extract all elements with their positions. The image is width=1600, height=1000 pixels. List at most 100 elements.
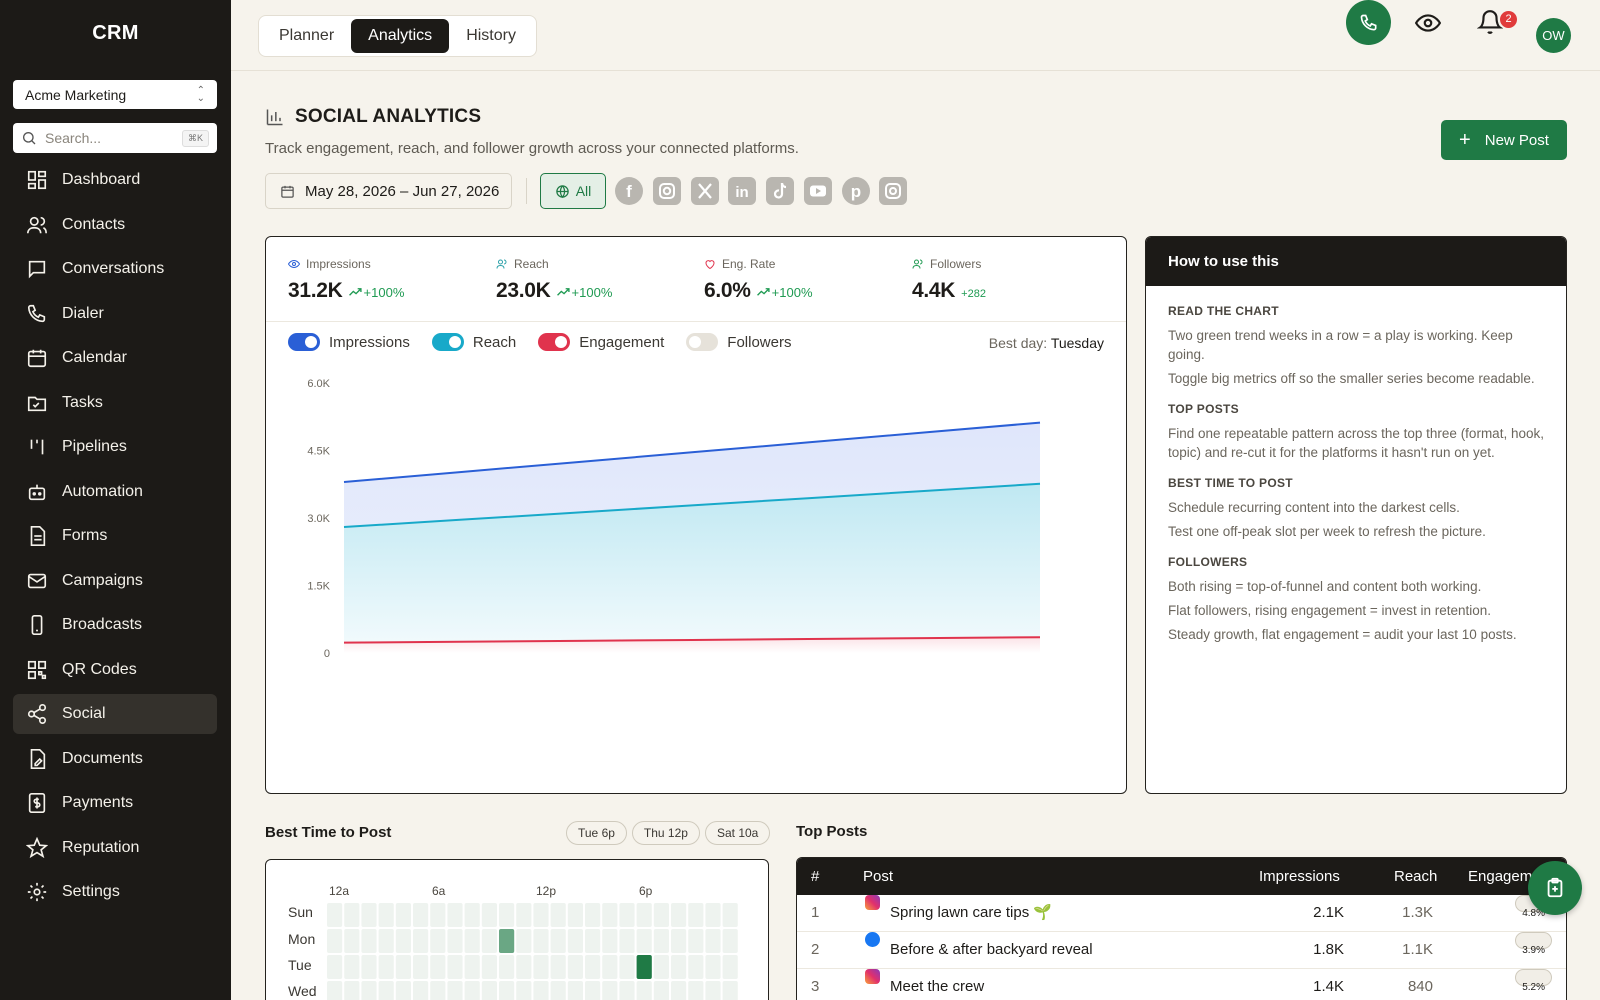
heatmap-cell[interactable] <box>602 955 618 979</box>
heatmap-cell[interactable] <box>550 955 566 979</box>
heatmap-cell[interactable] <box>413 929 429 953</box>
toggle-impressions[interactable]: Impressions <box>288 333 410 351</box>
row-post-title[interactable]: Meet the crew <box>890 978 985 995</box>
heatmap-cell[interactable] <box>671 903 687 927</box>
heatmap-cell[interactable] <box>671 955 687 979</box>
sidebar-item-dialer[interactable]: Dialer <box>13 294 217 334</box>
heatmap-cell[interactable] <box>653 955 669 979</box>
clipboard-add-button[interactable] <box>1528 861 1582 915</box>
heatmap-cell[interactable] <box>602 929 618 953</box>
platform-filter-tiktok[interactable] <box>766 177 794 205</box>
sidebar-item-campaigns[interactable]: Campaigns <box>13 561 217 601</box>
heatmap-cell[interactable] <box>705 981 721 1000</box>
sidebar-item-tasks[interactable]: Tasks <box>13 383 217 423</box>
sidebar-item-pipelines[interactable]: Pipelines <box>13 427 217 467</box>
platform-filter-facebook[interactable]: f <box>615 177 643 205</box>
heatmap-cell[interactable] <box>516 981 532 1000</box>
platform-filter-all[interactable]: All <box>540 173 606 209</box>
heatmap-cell[interactable] <box>533 929 549 953</box>
table-row[interactable]: 2 Before & after backyard reveal 1.8K 1.1K 3… <box>797 932 1566 969</box>
heatmap-cell[interactable] <box>481 903 497 927</box>
heatmap-cell[interactable] <box>481 955 497 979</box>
heatmap-cell[interactable] <box>361 981 377 1000</box>
new-post-button[interactable]: + New Post <box>1441 120 1567 160</box>
heatmap-cell[interactable] <box>722 929 738 953</box>
heatmap-cell[interactable] <box>516 903 532 927</box>
heatmap-cell[interactable] <box>481 929 497 953</box>
heatmap-cell[interactable] <box>395 955 411 979</box>
heatmap-cell[interactable] <box>653 903 669 927</box>
sidebar-item-documents[interactable]: Documents <box>13 739 217 779</box>
heatmap-cell[interactable] <box>722 955 738 979</box>
heatmap-cell[interactable] <box>636 903 652 927</box>
search-input[interactable]: Search... ⌘K <box>13 123 217 153</box>
heatmap-cell[interactable] <box>653 981 669 1000</box>
heatmap-cell[interactable] <box>585 955 601 979</box>
heatmap-cell[interactable] <box>447 955 463 979</box>
heatmap-cell[interactable] <box>361 903 377 927</box>
sidebar-item-contacts[interactable]: Contacts <box>13 205 217 245</box>
heatmap-cell[interactable] <box>344 903 360 927</box>
heatmap-cell[interactable] <box>585 981 601 1000</box>
heatmap-cell[interactable] <box>327 903 343 927</box>
org-select[interactable]: Acme Marketing ⌃ ⌄ <box>13 80 217 109</box>
heatmap-cell[interactable] <box>567 903 583 927</box>
tab-analytics[interactable]: Analytics <box>351 19 450 53</box>
heatmap-cell[interactable] <box>378 955 394 979</box>
heatmap-cell[interactable] <box>585 929 601 953</box>
sidebar-item-qr-codes[interactable]: QR Codes <box>13 650 217 690</box>
heatmap-cell[interactable] <box>430 929 446 953</box>
toggle-switch[interactable] <box>288 333 320 351</box>
heatmap-cell[interactable] <box>361 929 377 953</box>
sidebar-item-calendar[interactable]: Calendar <box>13 338 217 378</box>
heatmap-cell[interactable] <box>619 903 635 927</box>
heatmap-cell[interactable] <box>671 981 687 1000</box>
heatmap-cell[interactable] <box>516 955 532 979</box>
heatmap-cell[interactable] <box>688 929 704 953</box>
heatmap-cell[interactable] <box>722 903 738 927</box>
heatmap-cell[interactable] <box>464 929 480 953</box>
platform-filter-instagram[interactable] <box>653 177 681 205</box>
heatmap-cell[interactable] <box>533 903 549 927</box>
platform-filter-pinterest[interactable]: p <box>842 177 870 205</box>
heatmap-cell[interactable] <box>447 981 463 1000</box>
heatmap-cell[interactable] <box>430 981 446 1000</box>
heatmap-cell[interactable] <box>653 929 669 953</box>
heatmap-cell[interactable] <box>413 981 429 1000</box>
heatmap-cell[interactable] <box>344 981 360 1000</box>
column-header-reach[interactable]: Reach <box>1394 868 1438 885</box>
heatmap-cell[interactable] <box>585 903 601 927</box>
heatmap-cell[interactable] <box>533 955 549 979</box>
heatmap-cell[interactable] <box>636 929 652 953</box>
bell-icon[interactable] <box>1477 8 1503 36</box>
heatmap-cell[interactable] <box>464 981 480 1000</box>
heatmap-cell[interactable] <box>550 981 566 1000</box>
eye-icon[interactable] <box>1415 10 1441 36</box>
best-time-chip[interactable]: Tue 6p <box>566 821 627 845</box>
table-row[interactable]: 3 Meet the crew 1.4K 840 5.2% <box>797 969 1566 1000</box>
heatmap-cell[interactable] <box>481 981 497 1000</box>
heatmap-cell[interactable] <box>567 981 583 1000</box>
heatmap-cell[interactable] <box>602 981 618 1000</box>
column-header-num[interactable]: # <box>811 868 820 885</box>
platform-filter-threads[interactable] <box>879 177 907 205</box>
heatmap-cell[interactable] <box>619 981 635 1000</box>
heatmap-cell[interactable] <box>499 981 515 1000</box>
heatmap-cell[interactable] <box>722 981 738 1000</box>
toggle-reach[interactable]: Reach <box>431 333 516 351</box>
table-row[interactable]: 1 Spring lawn care tips 🌱 2.1K 1.3K 4.8% <box>797 895 1566 932</box>
heatmap-cell[interactable] <box>705 929 721 953</box>
heatmap-cell-hot[interactable] <box>636 955 652 979</box>
sidebar-item-automation[interactable]: Automation <box>13 472 217 512</box>
heatmap-cell[interactable] <box>413 955 429 979</box>
tab-history[interactable]: History <box>466 27 516 44</box>
sidebar-item-broadcasts[interactable]: Broadcasts <box>13 605 217 645</box>
best-time-chip[interactable]: Thu 12p <box>631 821 700 845</box>
heatmap-cell[interactable] <box>533 981 549 1000</box>
heatmap-cell[interactable] <box>499 903 515 927</box>
sidebar-item-payments[interactable]: Payments <box>13 783 217 823</box>
heatmap-cell[interactable] <box>378 903 394 927</box>
column-header-engagem[interactable]: Engagem <box>1468 868 1533 885</box>
best-time-chip[interactable]: Sat 10a <box>704 821 771 845</box>
heatmap-cell[interactable] <box>413 903 429 927</box>
